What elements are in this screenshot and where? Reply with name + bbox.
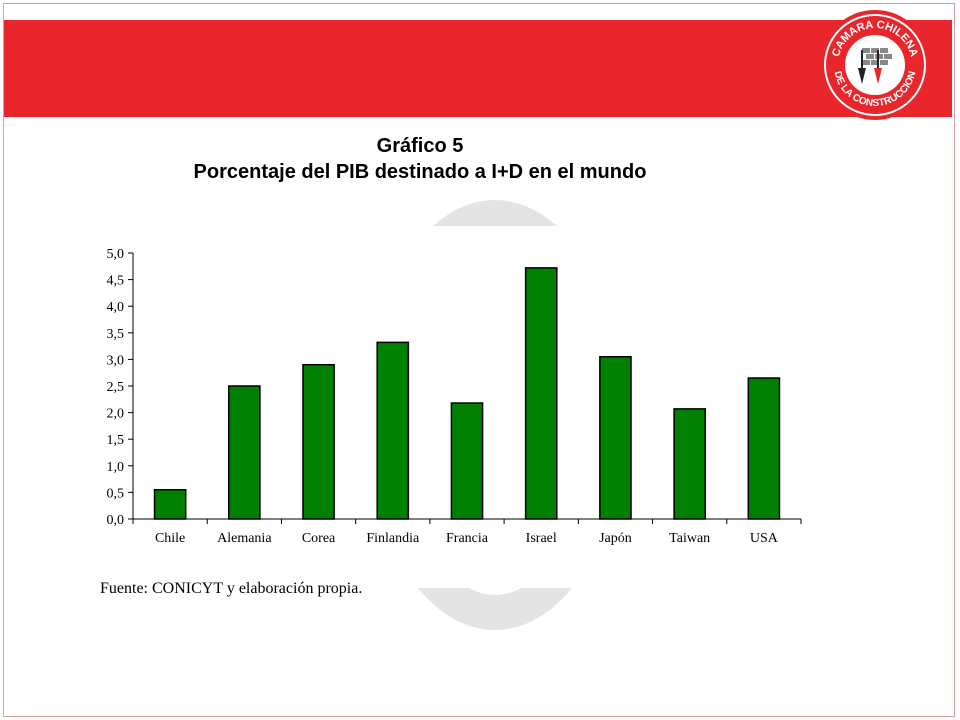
chart-subtitle: Porcentaje del PIB destinado a I+D en el…	[193, 161, 647, 183]
y-tick-label: 4,5	[107, 274, 125, 289]
y-tick-label: 5,0	[107, 247, 125, 262]
y-tick-label: 2,0	[107, 407, 125, 422]
header-band	[4, 20, 952, 117]
company-logo: CAMARA CHILENA DE LA CONSTRUCCION	[820, 10, 930, 120]
y-tick-label: 1,5	[107, 433, 125, 448]
bar-usa	[747, 377, 781, 520]
bar-taiwan	[673, 408, 707, 520]
x-tick-label: Israel	[526, 531, 557, 546]
x-tick-label: Corea	[302, 531, 336, 546]
y-tick-label: 1,0	[107, 460, 125, 475]
bar-finlandia	[376, 341, 410, 520]
bar-israel	[524, 267, 558, 520]
chart-title-block: Gráfico 5 Porcentaje del PIB destinado a…	[100, 133, 740, 185]
x-tick-label: Chile	[155, 531, 185, 546]
bar-chile	[153, 488, 187, 520]
slide-frame	[3, 3, 955, 717]
bar-chart: 0,0 0,5 1,0 1,5 2,0 2,5 3,0 3,5 4,0 4,5 5,0 Chile Al…	[107, 247, 802, 546]
source-note: Fuente: CONICYT y elaboración propia.	[100, 580, 363, 597]
bar-corea	[302, 363, 335, 520]
bar-alemania	[227, 385, 261, 520]
y-tick-label: 0,0	[107, 513, 125, 528]
y-tick-label: 3,5	[107, 327, 125, 342]
bar-japón	[599, 355, 632, 520]
chart-panel: 0,0 0,5 1,0 1,5 2,0 2,5 3,0 3,5 4,0 4,5 5,0 Chile Al…	[74, 226, 834, 588]
y-tick-label: 0,5	[107, 486, 125, 501]
x-tick-label: Japón	[599, 531, 632, 546]
x-tick-label: Finlandia	[366, 531, 420, 546]
chart-title: Gráfico 5	[376, 135, 464, 157]
bar-francia	[450, 402, 484, 520]
x-tick-label: Alemania	[217, 531, 272, 546]
x-tick-label: USA	[750, 531, 779, 546]
y-tick-label: 3,0	[107, 353, 125, 368]
x-tick-label: Francia	[446, 531, 489, 546]
x-tick-label: Taiwan	[669, 531, 710, 546]
y-tick-label: 4,0	[107, 300, 125, 315]
y-tick-label: 2,5	[107, 380, 125, 395]
